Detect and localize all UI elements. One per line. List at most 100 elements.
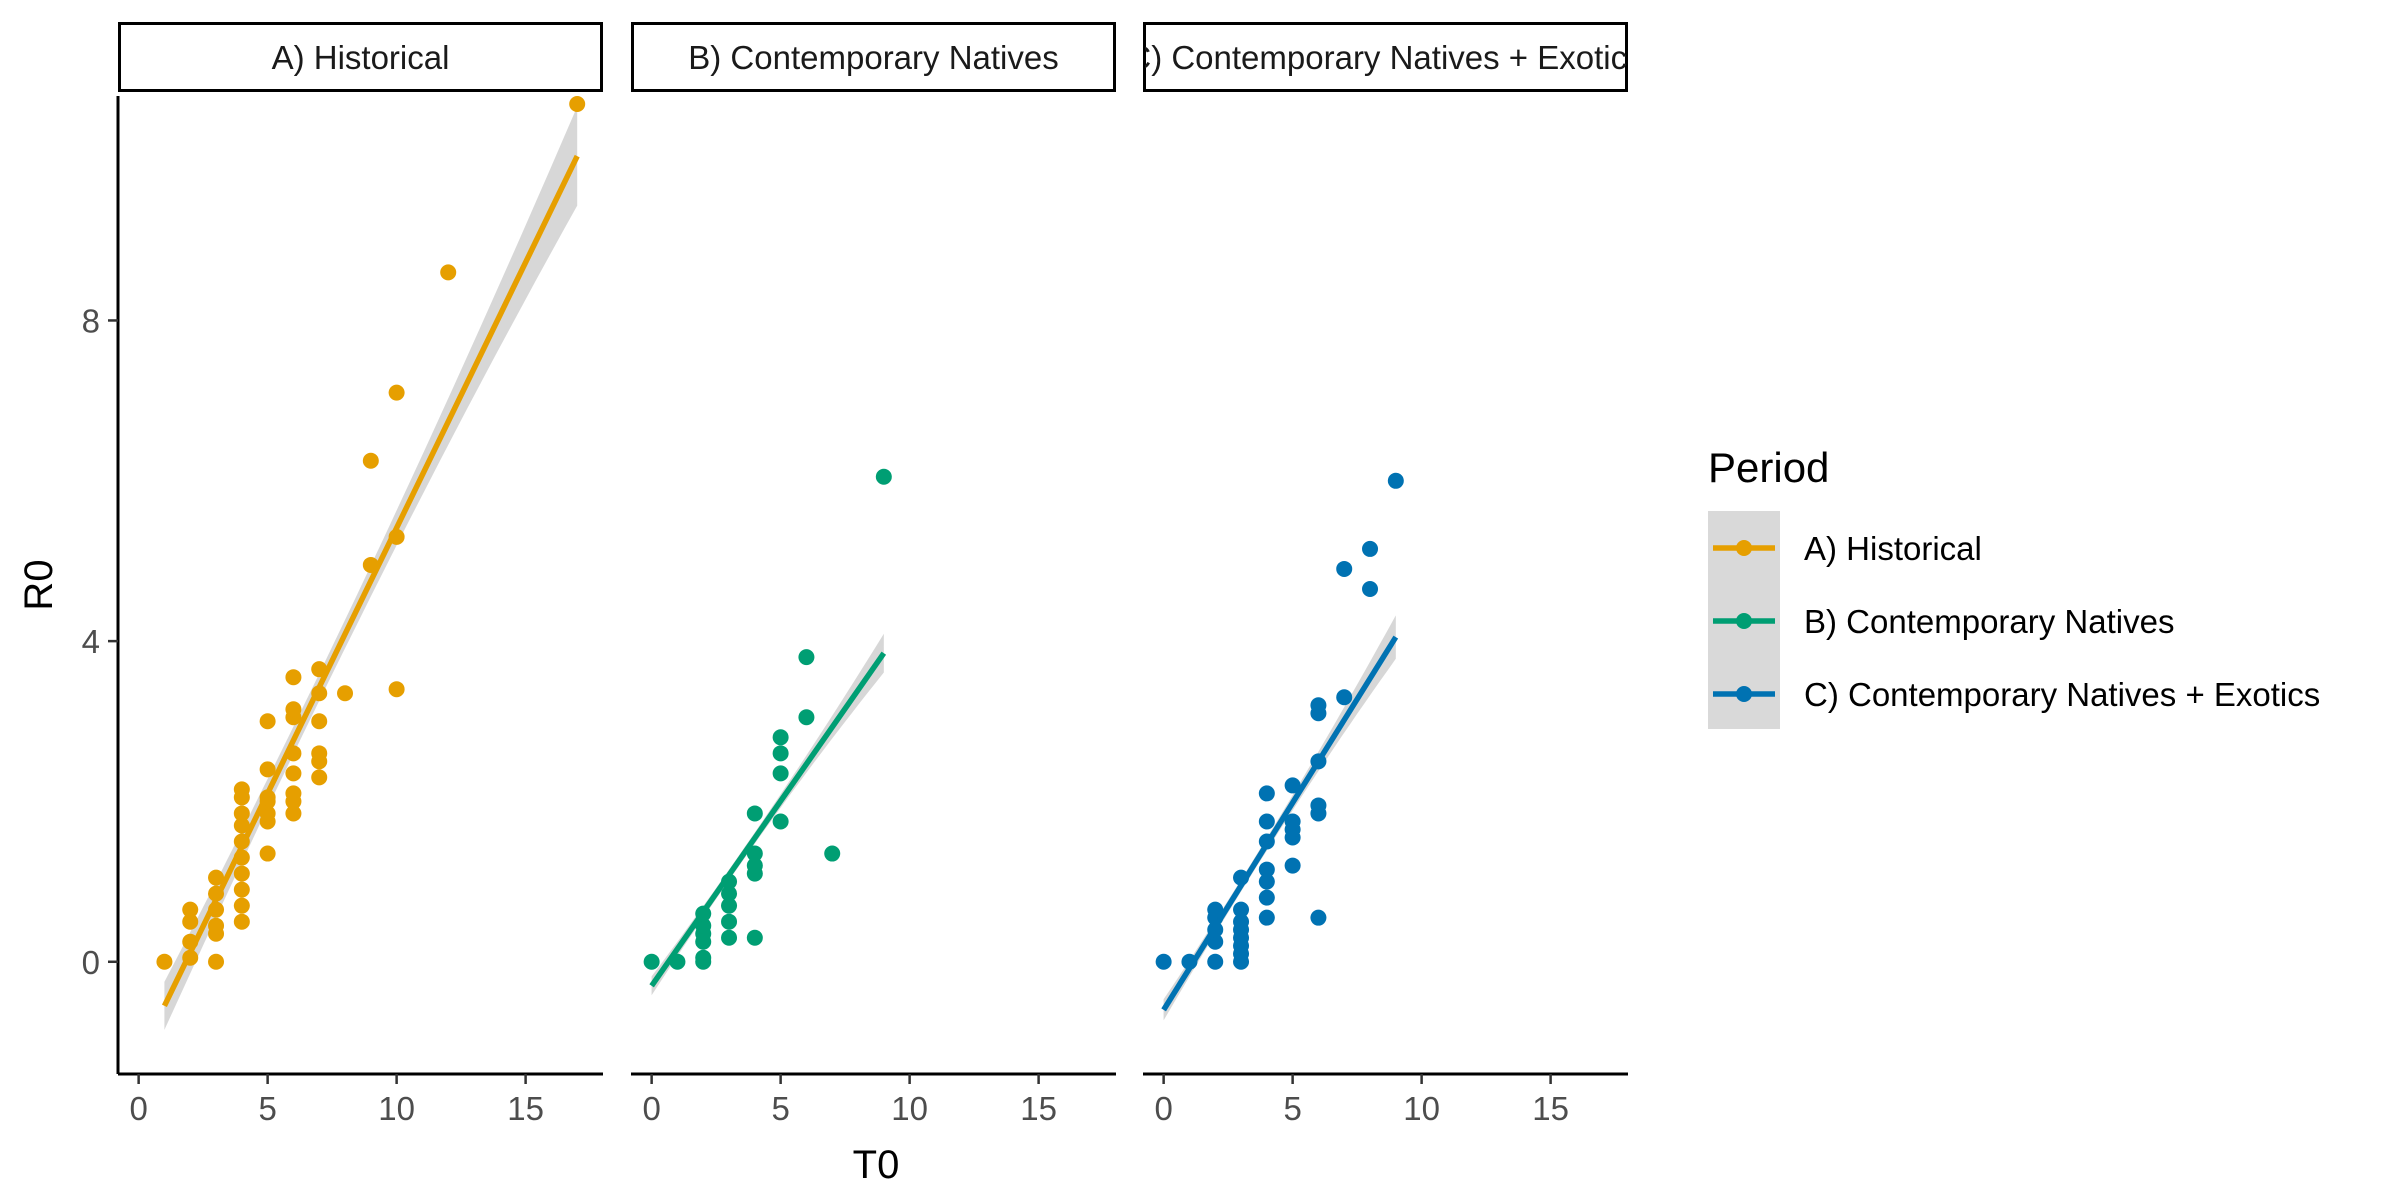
data-point: [721, 897, 738, 914]
data-point: [772, 813, 789, 830]
data-point: [388, 384, 405, 401]
data-point: [440, 264, 457, 281]
confidence-band: [651, 633, 884, 996]
x-tick-label: 5: [1283, 1090, 1301, 1127]
data-point: [746, 805, 763, 822]
data-point: [1258, 909, 1275, 926]
facet-strip-label: A) Historical: [272, 39, 450, 76]
legend-key-point: [1736, 540, 1752, 556]
data-point: [259, 805, 276, 822]
facet-panel-2: B) Contemporary Natives 0 5 10 15: [631, 22, 1116, 1127]
data-point: [772, 745, 789, 762]
regression-line: [649, 651, 887, 988]
legend-key-point: [1736, 686, 1752, 702]
data-point: [721, 885, 738, 902]
legend: Period A) Historical B) Contemporary Nativ…: [1708, 444, 2320, 729]
data-point: [182, 913, 199, 930]
data-point: [721, 929, 738, 946]
data-point: [285, 785, 302, 802]
data-point: [208, 917, 225, 934]
facet-strip-box: [1143, 22, 1628, 92]
data-point: [233, 805, 250, 822]
data-point: [1207, 901, 1224, 918]
data-point: [259, 845, 276, 862]
x-tick-label: 15: [1532, 1090, 1569, 1127]
x-tick-label: 10: [378, 1090, 415, 1127]
data-point: [1233, 901, 1250, 918]
facet-strip-box: [631, 22, 1116, 92]
data-point: [285, 701, 302, 718]
data-point: [233, 913, 250, 930]
x-axis-title: T0: [853, 1143, 900, 1187]
x-tick-label: 5: [258, 1090, 276, 1127]
data-point: [285, 765, 302, 782]
data-point: [1284, 777, 1301, 794]
data-point: [259, 761, 276, 778]
legend-key-point: [1736, 613, 1752, 629]
data-point: [746, 857, 763, 874]
regression-line: [161, 154, 580, 1008]
data-point: [772, 765, 789, 782]
x-tick-label: 0: [1154, 1090, 1172, 1127]
data-point: [259, 713, 276, 730]
data-point: [772, 729, 789, 746]
data-point: [1284, 857, 1301, 874]
data-point: [156, 953, 173, 970]
data-point: [285, 805, 302, 822]
y-tick-label: 8: [82, 302, 100, 339]
data-point: [746, 845, 763, 862]
data-point: [798, 649, 815, 666]
data-point: [643, 953, 660, 970]
data-point: [1387, 472, 1404, 489]
data-point: [233, 897, 250, 914]
data-point: [1258, 785, 1275, 802]
facet-panel-1: A) Historical 0 5 10 15: [118, 22, 603, 1127]
data-point: [569, 96, 586, 113]
facet-strip-label: C) Contemporary Natives + Exotics: [1127, 39, 1643, 76]
data-point: [337, 685, 354, 702]
data-point: [208, 953, 225, 970]
x-tick-label: 5: [771, 1090, 789, 1127]
data-point: [311, 769, 328, 786]
data-point: [388, 681, 405, 698]
data-point: [824, 845, 841, 862]
data-point: [1233, 913, 1250, 930]
data-point: [1207, 953, 1224, 970]
x-tick-label: 10: [1403, 1090, 1440, 1127]
confidence-band: [1163, 615, 1396, 1021]
y-tick-label: 0: [82, 944, 100, 981]
regression-line: [1161, 635, 1399, 1012]
data-point: [1258, 889, 1275, 906]
data-point: [875, 468, 892, 485]
data-point: [1310, 697, 1327, 714]
data-point: [746, 929, 763, 946]
data-point: [362, 452, 379, 469]
data-point: [208, 869, 225, 886]
y-tick-label: 4: [82, 623, 100, 660]
data-point: [233, 817, 250, 834]
facet-strip-box: [118, 22, 603, 92]
legend-entry-label: C) Contemporary Natives + Exotics: [1804, 676, 2320, 713]
x-tick-label: 15: [1020, 1090, 1057, 1127]
data-point: [1310, 797, 1327, 814]
x-tick-label: 0: [129, 1090, 147, 1127]
data-point: [233, 781, 250, 798]
data-point: [1284, 813, 1301, 830]
data-point: [233, 865, 250, 882]
facet-strip-label: B) Contemporary Natives: [688, 39, 1058, 76]
data-point: [233, 881, 250, 898]
facet-panel-3: C) Contemporary Natives + Exotics 0 5 10 15: [1127, 22, 1643, 1127]
data-point: [798, 709, 815, 726]
legend-entry-label: B) Contemporary Natives: [1804, 603, 2174, 640]
data-point: [1258, 861, 1275, 878]
y-axis-title: R0: [17, 559, 61, 610]
data-point: [1310, 909, 1327, 926]
data-point: [1258, 873, 1275, 890]
data-point: [311, 713, 328, 730]
data-point: [1362, 540, 1379, 557]
legend-title: Period: [1708, 444, 1829, 491]
x-tick-label: 0: [642, 1090, 660, 1127]
data-point: [1258, 813, 1275, 830]
x-tick-label: 10: [891, 1090, 928, 1127]
